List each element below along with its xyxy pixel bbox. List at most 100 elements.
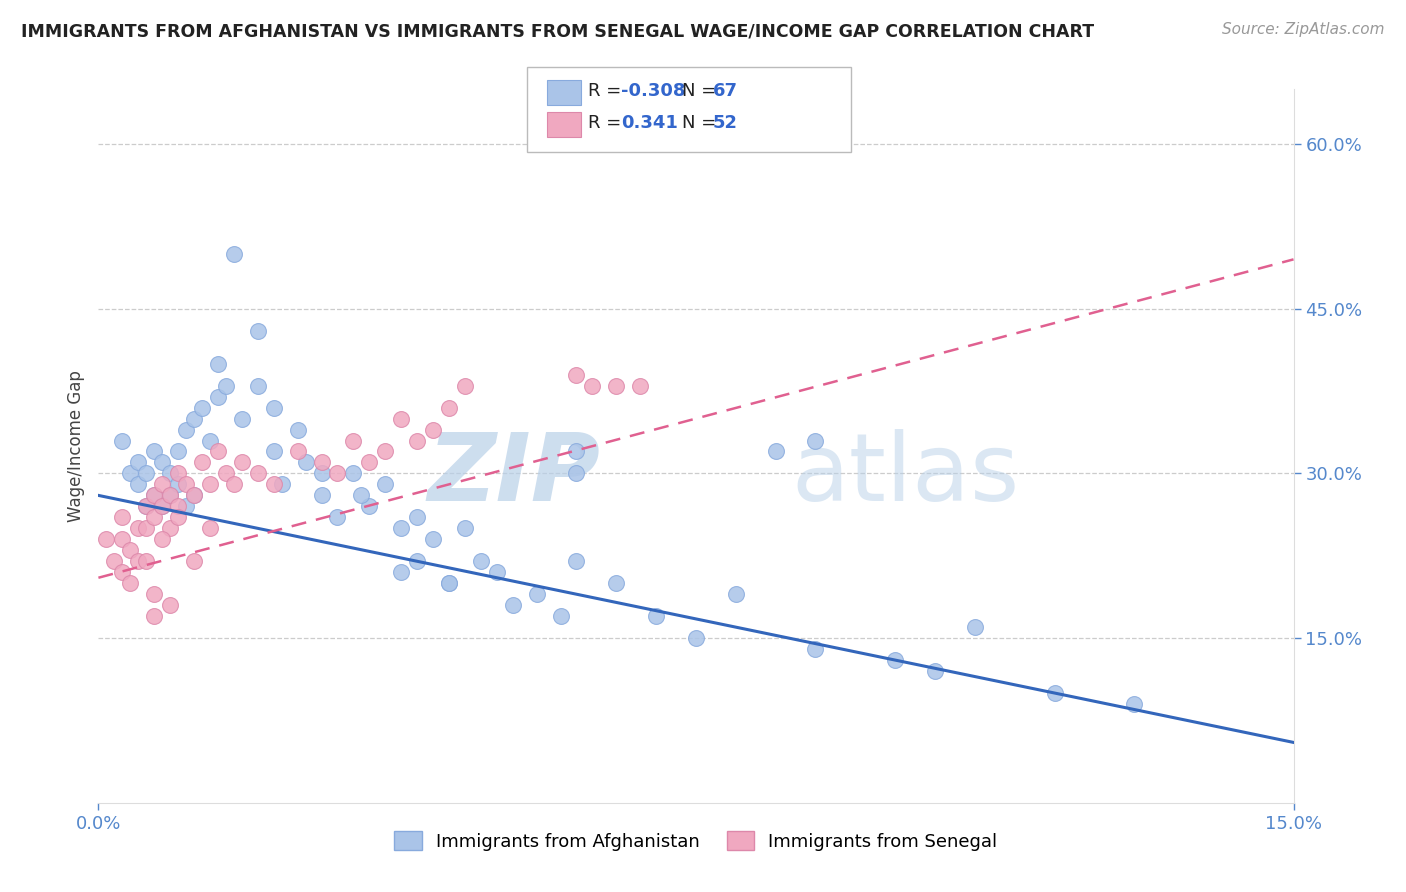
Point [143, 609, 166, 624]
Point [111, 566, 134, 580]
Point [294, 455, 316, 469]
Text: R =: R = [588, 82, 627, 100]
Text: N =: N = [682, 82, 721, 100]
Point [406, 434, 429, 448]
Point [389, 566, 412, 580]
Point [359, 500, 381, 514]
Point [884, 653, 907, 667]
Point [263, 401, 285, 415]
Point [1043, 686, 1066, 700]
Point [191, 401, 214, 415]
Point [565, 467, 588, 481]
Text: ZIP: ZIP [427, 428, 600, 521]
Point [135, 521, 157, 535]
Legend: Immigrants from Afghanistan, Immigrants from Senegal: Immigrants from Afghanistan, Immigrants … [387, 824, 1005, 858]
Text: 52: 52 [713, 114, 738, 132]
Point [143, 444, 166, 458]
Point [287, 444, 309, 458]
Point [159, 488, 181, 502]
Point [143, 587, 166, 601]
Point [581, 378, 603, 392]
Point [526, 587, 548, 601]
Point [183, 488, 205, 502]
Point [183, 411, 205, 425]
Point [326, 510, 349, 524]
Point [183, 554, 205, 568]
Point [159, 598, 181, 612]
Point [437, 576, 460, 591]
Point [167, 467, 190, 481]
Point [389, 411, 412, 425]
Point [287, 423, 309, 437]
Point [389, 521, 412, 535]
Point [406, 510, 429, 524]
Text: atlas: atlas [792, 428, 1019, 521]
Point [135, 467, 157, 481]
Y-axis label: Wage/Income Gap: Wage/Income Gap [66, 370, 84, 522]
Point [167, 477, 190, 491]
Point [246, 324, 269, 338]
Point [150, 533, 173, 547]
Point [120, 467, 142, 481]
Point [311, 488, 333, 502]
Point [454, 521, 477, 535]
Point [924, 664, 946, 678]
Point [159, 467, 181, 481]
Point [215, 467, 238, 481]
Point [120, 576, 142, 591]
Point [111, 434, 134, 448]
Point [502, 598, 524, 612]
Point [422, 423, 444, 437]
Point [135, 500, 157, 514]
Text: IMMIGRANTS FROM AFGHANISTAN VS IMMIGRANTS FROM SENEGAL WAGE/INCOME GAP CORRELATI: IMMIGRANTS FROM AFGHANISTAN VS IMMIGRANT… [21, 22, 1094, 40]
Point [437, 401, 460, 415]
Point [150, 500, 173, 514]
Point [96, 533, 118, 547]
Point [150, 455, 173, 469]
Point [311, 455, 333, 469]
Point [159, 488, 181, 502]
Point [127, 554, 149, 568]
Point [804, 642, 827, 657]
Text: N =: N = [682, 114, 721, 132]
Point [765, 444, 787, 458]
Point [342, 467, 364, 481]
Point [422, 533, 444, 547]
Point [374, 444, 396, 458]
Point [174, 477, 197, 491]
Point [222, 477, 245, 491]
Point [645, 609, 668, 624]
Point [350, 488, 373, 502]
Point [359, 455, 381, 469]
Point [804, 434, 827, 448]
Point [565, 444, 588, 458]
Point [311, 467, 333, 481]
Point [231, 411, 253, 425]
Point [263, 444, 285, 458]
Point [215, 378, 238, 392]
Point [231, 455, 253, 469]
Point [111, 533, 134, 547]
Point [167, 444, 190, 458]
Point [135, 500, 157, 514]
Point [454, 378, 477, 392]
Text: -0.308: -0.308 [621, 82, 686, 100]
Point [174, 423, 197, 437]
Point [127, 521, 149, 535]
Point [143, 488, 166, 502]
Point [167, 510, 190, 524]
Point [550, 609, 572, 624]
Point [963, 620, 986, 634]
Point [406, 554, 429, 568]
Point [470, 554, 492, 568]
Point [198, 477, 221, 491]
Point [143, 488, 166, 502]
Point [1123, 697, 1146, 711]
Point [246, 467, 269, 481]
Point [263, 477, 285, 491]
Text: 0.341: 0.341 [621, 114, 678, 132]
Point [183, 488, 205, 502]
Point [565, 368, 588, 382]
Point [246, 378, 269, 392]
Point [120, 543, 142, 558]
